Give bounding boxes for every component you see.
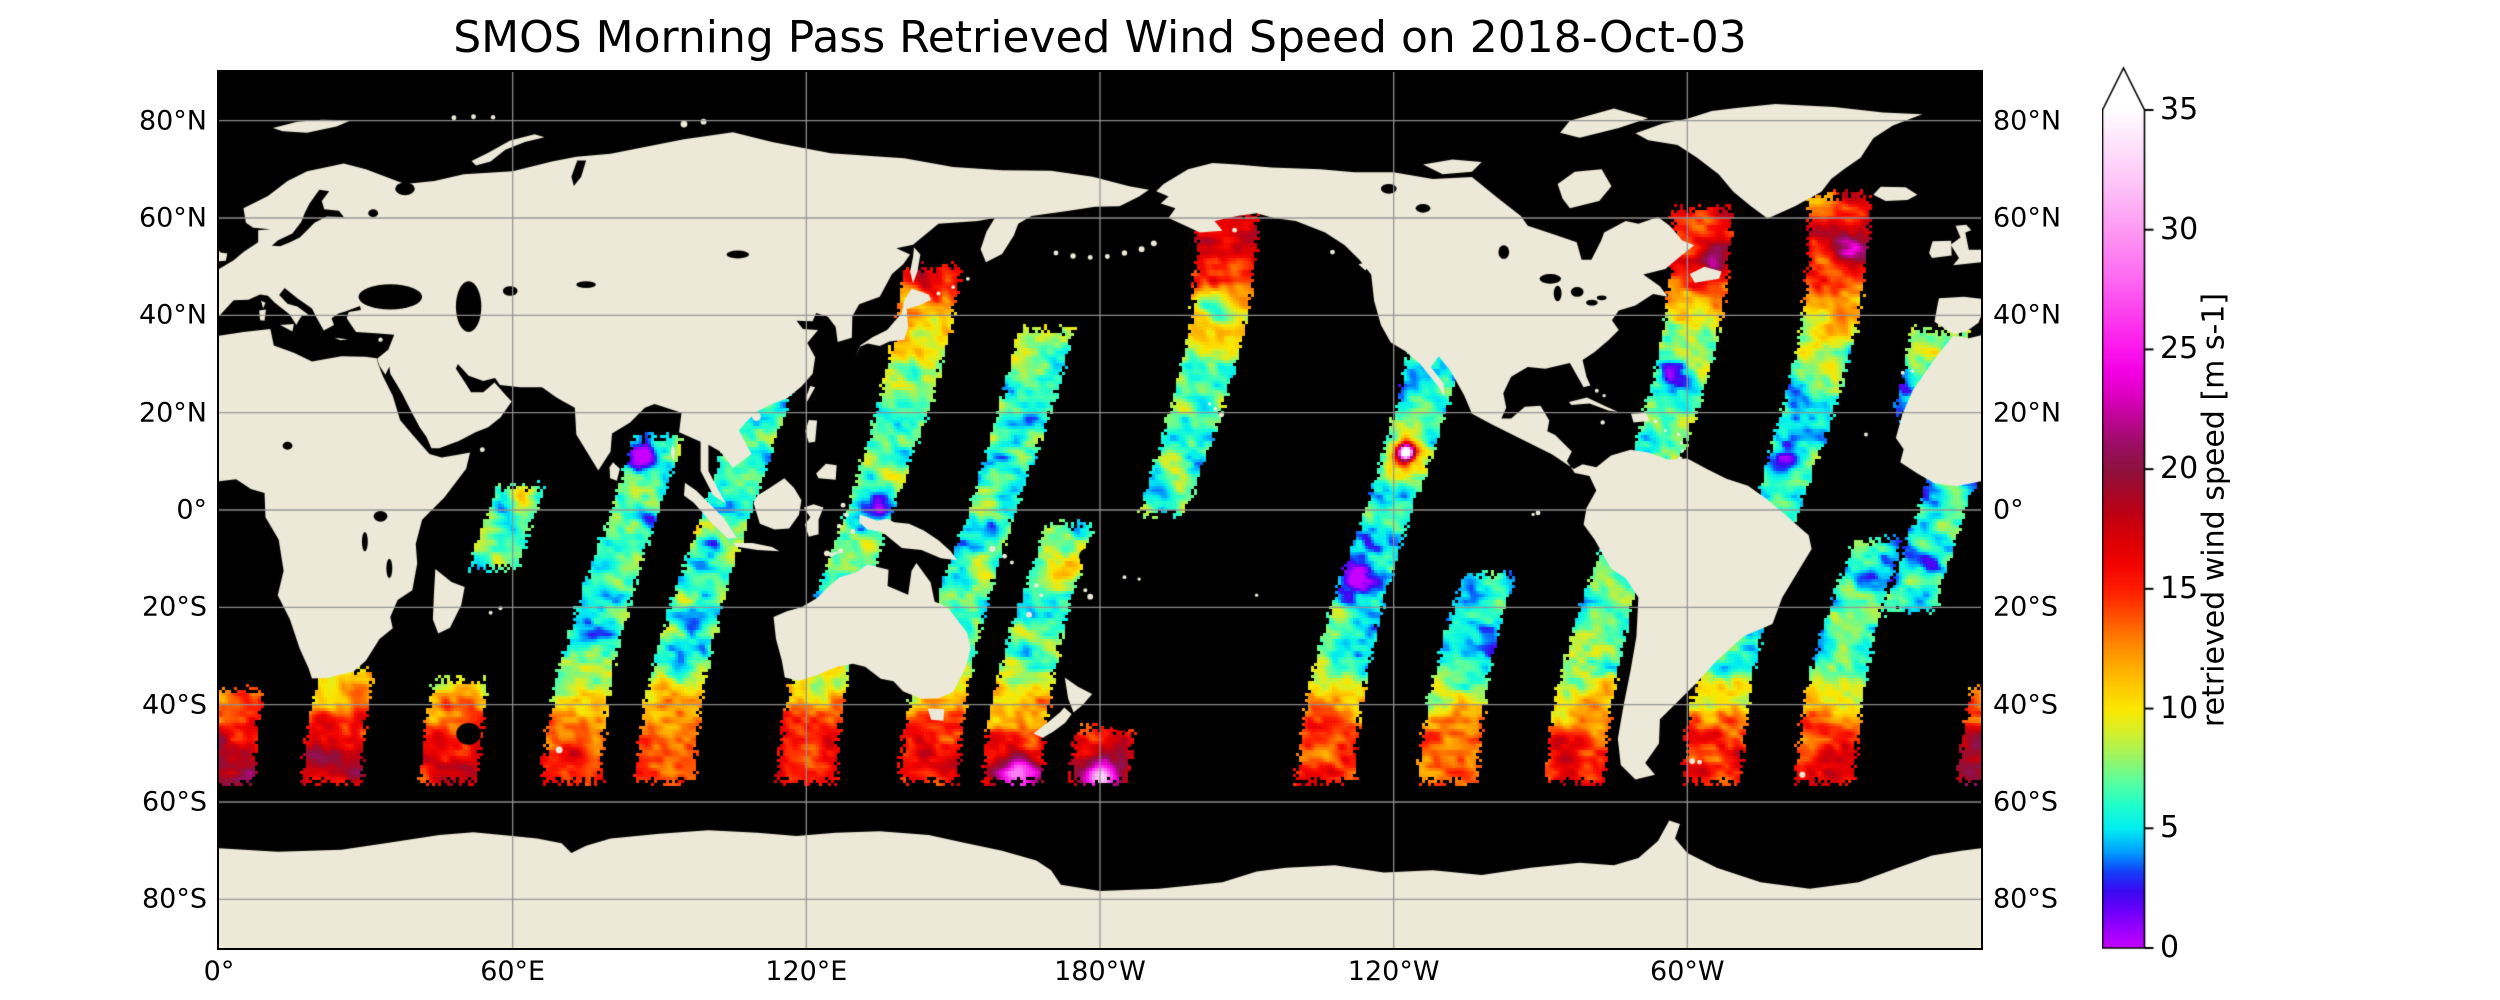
colorbar-axis-label: retrieved wind speed [m s-1]	[2196, 292, 2232, 728]
colorbar-tick-label: 20	[2160, 451, 2199, 487]
lat-tick-label-right: 20°N	[1993, 397, 2062, 429]
lat-tick-label-left: 60°N	[138, 202, 207, 234]
lat-tick-label-left: 40°N	[138, 299, 207, 331]
lat-tick-label-right: 20°S	[1993, 591, 2058, 623]
lat-tick-label-right: 40°N	[1993, 299, 2062, 331]
lat-tick-label-left: 20°S	[142, 591, 207, 623]
chart-title: SMOS Morning Pass Retrieved Wind Speed o…	[453, 12, 1747, 63]
lon-tick-label: 0°	[203, 956, 235, 987]
lat-tick-label-left: 80°S	[142, 883, 207, 915]
colorbar-tick-label: 0	[2160, 930, 2180, 965]
colorbar-tick-label: 35	[2160, 92, 2199, 127]
colorbar-tick-label: 25	[2160, 331, 2199, 367]
lat-tick-label-right: 40°S	[1993, 689, 2058, 721]
lon-tick-label: 60°W	[1650, 956, 1725, 987]
lat-tick-label-left: 80°N	[138, 105, 207, 137]
lat-tick-label-right: 80°N	[1993, 105, 2062, 137]
lon-tick-label: 120°E	[765, 956, 848, 987]
map-plot-area	[217, 70, 1983, 950]
world-map-canvas	[219, 72, 1981, 948]
colorbar-tick-label: 10	[2160, 690, 2199, 726]
colorbar-tick-label: 30	[2160, 211, 2199, 247]
lon-tick-label: 120°W	[1347, 956, 1440, 987]
lat-tick-label-left: 20°N	[138, 397, 207, 429]
lon-tick-label: 60°E	[480, 956, 546, 987]
lat-tick-label-right: 0°	[1993, 494, 2024, 526]
lon-tick-label: 180°W	[1054, 956, 1146, 987]
lat-tick-label-left: 0°	[176, 494, 207, 526]
lat-tick-label-right: 60°N	[1993, 202, 2062, 234]
lat-tick-label-right: 60°S	[1993, 786, 2058, 818]
lat-tick-label-left: 40°S	[142, 689, 207, 721]
colorbar-tick-label: 5	[2160, 810, 2180, 846]
colorbar-tick-label: 15	[2160, 570, 2199, 606]
colorbar	[2102, 60, 2160, 960]
lat-tick-label-right: 80°S	[1993, 883, 2058, 915]
lat-tick-label-left: 60°S	[142, 786, 207, 818]
